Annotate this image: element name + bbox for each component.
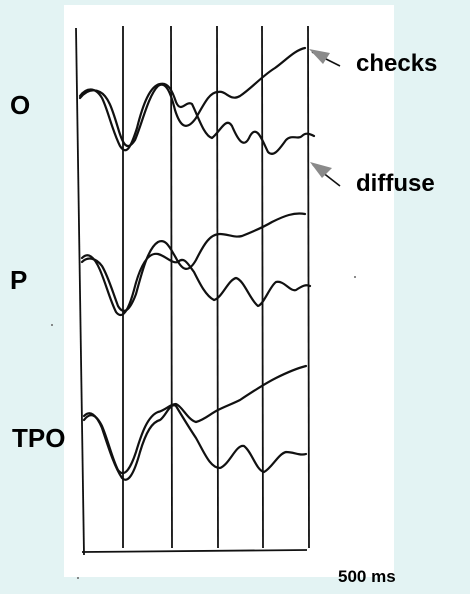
channel-label-o: O (10, 90, 31, 120)
waveform-tpo-diffuse (82, 404, 308, 481)
figure-panel (64, 5, 394, 577)
channel-label-p: P (10, 265, 28, 295)
arrow-diffuse (310, 162, 341, 187)
waveform-p-checks (80, 212, 307, 312)
channel-label-tpo: TPO (12, 423, 66, 453)
time-gridlines (75, 25, 310, 556)
waveform-o-checks (78, 46, 307, 148)
arrow-checks (309, 49, 341, 67)
waveform-o-diffuse (78, 82, 316, 155)
time-axis-line (81, 549, 308, 553)
paper-specks (51, 276, 356, 579)
condition-label-diffuse: diffuse (356, 170, 435, 197)
time-scale-label: 500 ms (338, 567, 396, 586)
condition-label-checks: checks (356, 50, 438, 77)
waveform-p-diffuse (80, 252, 312, 317)
